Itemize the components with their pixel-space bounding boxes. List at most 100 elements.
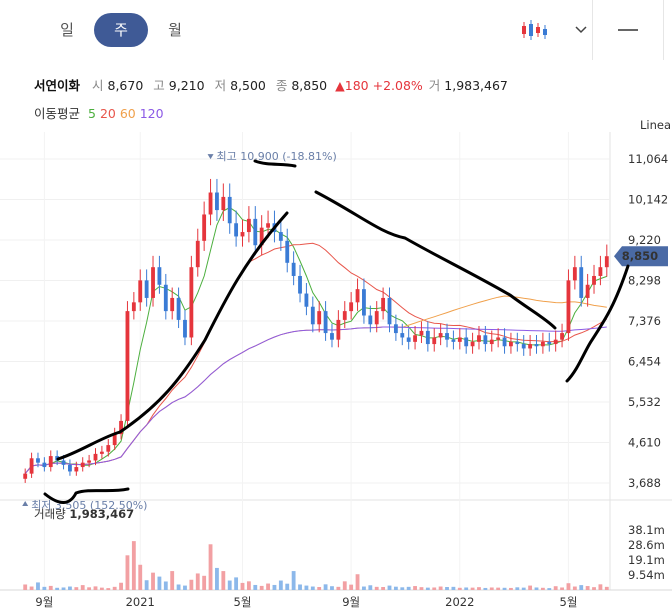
toolbar-overflow[interactable]	[663, 0, 672, 60]
open-value: 8,670	[107, 78, 144, 93]
volume-bar	[553, 586, 558, 590]
candle-body	[381, 297, 386, 312]
current-price-tag	[614, 246, 668, 267]
candle-body	[496, 337, 501, 340]
hand-drawn-mark	[43, 487, 130, 504]
volume-label: 거	[428, 78, 441, 93]
open-label: 시	[92, 78, 104, 93]
candle-body	[61, 460, 66, 465]
candle-body	[362, 289, 366, 316]
chart-type-button[interactable]	[498, 0, 570, 60]
candle-body	[336, 319, 341, 340]
high-marker-icon	[207, 154, 214, 160]
volume-bar	[189, 579, 194, 590]
current-price-label: 8,850	[622, 249, 658, 263]
candle-body	[112, 434, 117, 446]
candle-body	[119, 420, 123, 435]
candle-body	[48, 456, 53, 468]
candle-body	[170, 297, 175, 312]
volume-bar	[419, 587, 424, 590]
close-value: 8,850	[291, 78, 328, 93]
chart-type-dropdown[interactable]	[570, 0, 592, 60]
candlestick-icon	[522, 20, 547, 40]
candle-body	[125, 311, 130, 421]
volume-bar	[291, 571, 296, 590]
volume-bar	[246, 581, 251, 590]
candle-body	[445, 333, 449, 340]
ma-120-line	[24, 326, 607, 474]
candle-body	[215, 192, 219, 211]
candle-body	[195, 240, 200, 268]
volume-bar	[540, 587, 545, 590]
volume-bar	[502, 587, 507, 590]
candle-body	[572, 267, 577, 281]
candle-body	[342, 311, 347, 320]
stock-name: 서연이화	[34, 78, 81, 93]
y-tick-label: 8,298	[628, 273, 661, 287]
candle-body	[278, 232, 283, 241]
candle-body	[144, 280, 149, 298]
candle-body	[87, 460, 92, 463]
volume-bar	[259, 585, 264, 590]
volume-bar	[566, 583, 571, 590]
low-value: 8,500	[230, 78, 266, 93]
candle-body	[502, 337, 507, 347]
candle-body	[106, 445, 111, 452]
high-label: 고	[153, 78, 165, 93]
hand-drawn-mark	[314, 190, 557, 330]
candle-body	[36, 458, 40, 463]
volume-bar	[560, 587, 564, 590]
volume-bar	[521, 587, 526, 590]
axes: 11,064 10,142 9,220 8,298 7,376 6,454 5,532 4,6…	[35, 118, 672, 609]
candle-body	[183, 319, 187, 338]
volume-bar	[125, 555, 130, 590]
candle-body	[80, 462, 85, 468]
ma-20-line	[24, 242, 608, 474]
candle-body	[470, 341, 475, 347]
y-tick-label: 3,688	[628, 476, 661, 490]
volume-bar	[29, 586, 34, 590]
candle-body	[579, 267, 584, 298]
ma-60-line	[24, 295, 607, 474]
volume-bar	[470, 587, 475, 590]
volume-bar	[36, 582, 40, 590]
volume-bar	[253, 584, 258, 590]
y-tick-label: 10,142	[628, 192, 668, 206]
candle-body	[310, 306, 315, 325]
volume-pane-label: 거래량 1,983,467	[34, 507, 134, 521]
tab-daily[interactable]: 일	[60, 21, 74, 39]
candle-body	[432, 337, 437, 345]
candle-body	[387, 297, 392, 325]
candle-body	[234, 223, 239, 237]
candle-body	[298, 275, 302, 294]
moving-average-legend: 이동평균 5 20 60 120	[34, 103, 164, 122]
volume-bar	[278, 580, 283, 590]
candle-body	[208, 192, 213, 215]
tab-weekly[interactable]: 주	[94, 13, 148, 47]
moving-average-lines	[24, 206, 608, 474]
x-tick-label: 9월	[35, 595, 53, 609]
volume-bar	[80, 585, 85, 590]
volume-bar	[285, 583, 290, 590]
volume-bar	[227, 580, 232, 590]
line-tool-button[interactable]	[592, 0, 663, 60]
hand-drawn-mark	[565, 264, 630, 383]
y-tick-label: 11,064	[628, 152, 668, 166]
volume-bar	[93, 586, 98, 590]
volume-bar	[74, 587, 79, 590]
volume-bar	[323, 584, 328, 590]
annotations: 최고 10,900 (-18.81%)최저 3,505 (152.50%)거래량…	[22, 150, 668, 521]
volume-tick-label: 28.6m	[628, 538, 665, 552]
tab-monthly[interactable]: 월	[168, 21, 182, 39]
candle-body	[457, 337, 462, 342]
ma-120-label: 120	[139, 106, 164, 121]
candle-body	[99, 451, 104, 454]
x-tick-label: 5월	[560, 595, 578, 609]
volume-bar	[317, 587, 322, 590]
candle-body	[259, 227, 264, 246]
volume-bar	[483, 587, 488, 590]
candle-body	[138, 280, 143, 303]
volume-bar	[163, 581, 168, 590]
candle-body	[425, 330, 430, 345]
